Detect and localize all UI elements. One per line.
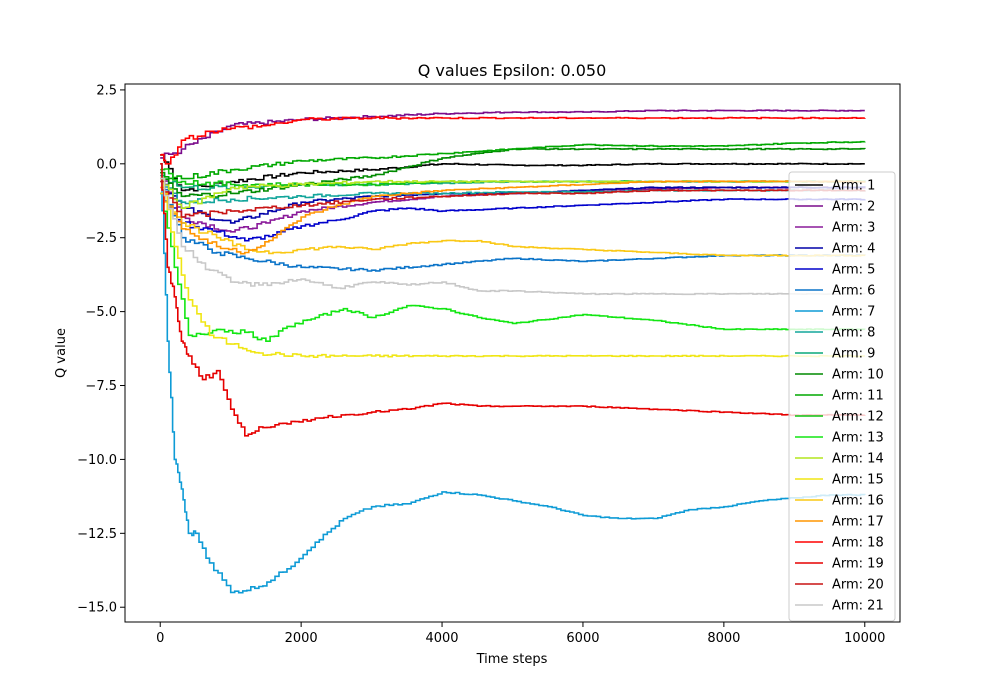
plot-frame xyxy=(124,83,901,623)
legend-label: Arm: 10 xyxy=(832,368,884,383)
legend-label: Arm: 18 xyxy=(832,536,884,551)
chart-title: Q values Epsilon: 0.050 xyxy=(418,61,607,80)
series-line-arm-7 xyxy=(160,163,866,594)
y-tick-label: −12.5 xyxy=(77,527,117,542)
legend-label: Arm: 3 xyxy=(832,221,875,236)
legend-label: Arm: 12 xyxy=(832,410,884,425)
series-line-arm-20 xyxy=(160,180,866,218)
legend-label: Arm: 21 xyxy=(832,599,884,614)
legend-label: Arm: 14 xyxy=(832,452,884,467)
y-tick-label: −7.5 xyxy=(85,379,117,394)
y-axis: 2.5 0.0 −2.5 −5.0 −7.5 −10.0 −12.5 −15.0 xyxy=(77,83,125,616)
x-tick-label: 4000 xyxy=(425,631,458,646)
legend-label: Arm: 2 xyxy=(832,200,875,215)
y-tick-label: −5.0 xyxy=(85,305,117,320)
series-line-arm-1 xyxy=(160,154,865,192)
y-tick-label: −10.0 xyxy=(77,453,117,468)
x-tick-label: 10000 xyxy=(844,631,885,646)
x-tick-label: 0 xyxy=(156,631,164,646)
legend-box xyxy=(788,171,896,622)
legend-label: Arm: 9 xyxy=(832,347,875,362)
plot-lines xyxy=(160,109,866,594)
series-line-arm-18 xyxy=(160,116,866,165)
series-line-arm-11 xyxy=(160,140,866,180)
legend: Arm: 1 Arm: 2 Arm: 3 Arm: 4 Arm: 5 Arm: 6 Arm:… xyxy=(788,171,896,622)
series-line-arm-15 xyxy=(160,177,865,358)
series-line-arm-13 xyxy=(160,192,866,342)
legend-label: Arm: 1 xyxy=(832,179,875,194)
series-line-arm-17 xyxy=(160,180,866,255)
legend-label: Arm: 13 xyxy=(832,431,884,446)
legend-label: Arm: 7 xyxy=(832,305,875,320)
y-tick-label: −15.0 xyxy=(77,601,117,616)
legend-label: Arm: 15 xyxy=(832,473,884,488)
legend-label: Arm: 6 xyxy=(832,284,875,299)
series-line-arm-5 xyxy=(160,192,866,242)
x-tick-label: 6000 xyxy=(566,631,599,646)
legend-label: Arm: 19 xyxy=(832,557,884,572)
legend-label: Arm: 8 xyxy=(832,326,875,341)
series-line-arm-2 xyxy=(160,109,865,159)
y-axis-label: Q value xyxy=(54,328,69,378)
legend-label: Arm: 17 xyxy=(832,515,884,530)
legend-label: Arm: 20 xyxy=(832,578,884,593)
legend-label: Arm: 11 xyxy=(832,389,884,404)
legend-label: Arm: 5 xyxy=(832,263,875,278)
y-tick-label: 0.0 xyxy=(96,157,117,172)
series-line-arm-19 xyxy=(160,163,866,437)
x-axis: 0 2000 4000 6000 8000 10000 xyxy=(156,622,885,646)
y-tick-label: 2.5 xyxy=(96,83,117,98)
x-tick-label: 2000 xyxy=(285,631,318,646)
series-line-arm-21 xyxy=(160,177,866,296)
legend-label: Arm: 4 xyxy=(832,242,875,257)
x-axis-label: Time steps xyxy=(476,652,548,667)
y-tick-label: −2.5 xyxy=(85,231,117,246)
x-tick-label: 8000 xyxy=(707,631,740,646)
series-line-arm-16 xyxy=(160,192,866,257)
legend-label: Arm: 16 xyxy=(832,494,884,509)
